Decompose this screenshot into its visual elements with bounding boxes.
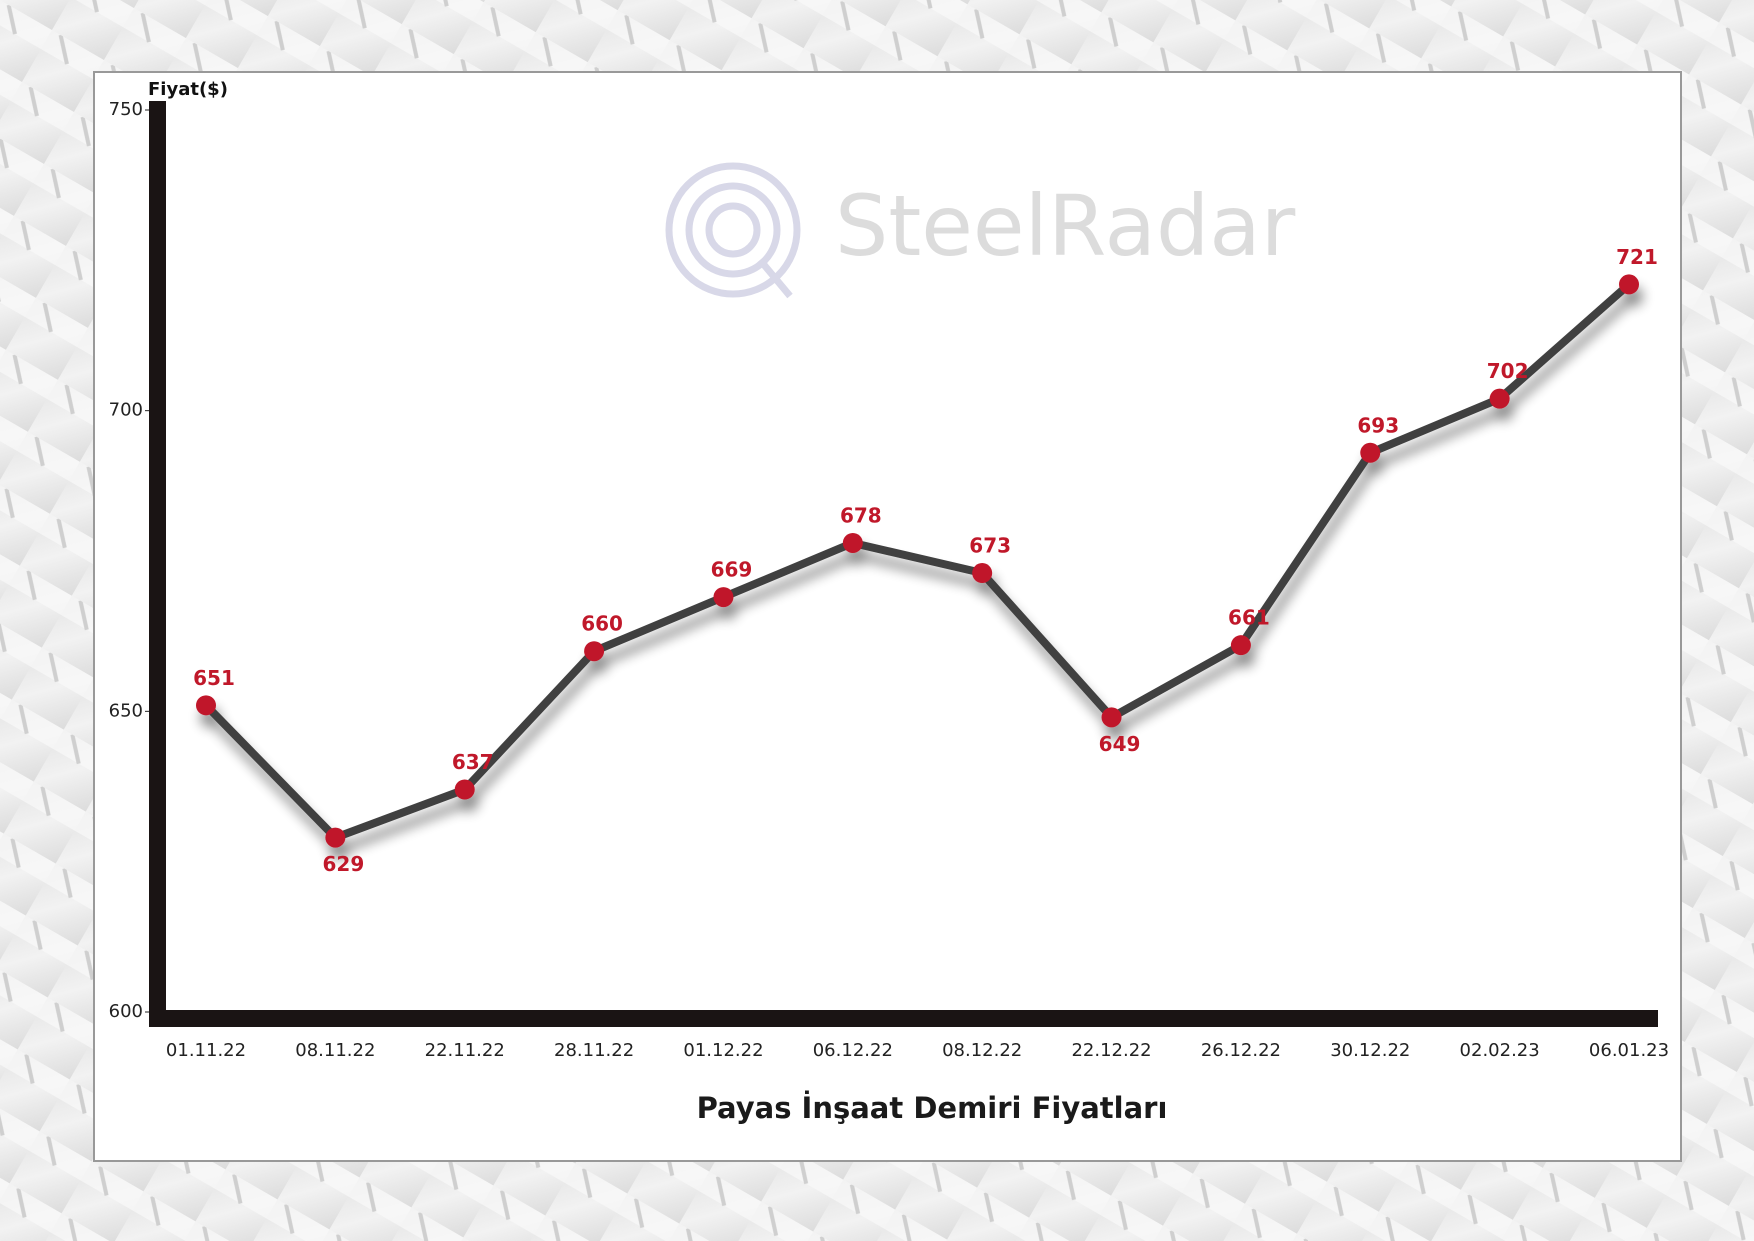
x-tick-label: 28.11.22 [554, 1040, 634, 1061]
y-axis [149, 101, 166, 1027]
point [454, 779, 475, 800]
point [713, 587, 734, 608]
y-tick-label: 700 [109, 400, 143, 421]
data-label: 702 [1487, 359, 1529, 383]
y-tick-label: 750 [109, 99, 143, 120]
x-tick-label: 08.11.22 [295, 1040, 375, 1061]
data-label: 651 [193, 666, 235, 690]
point [584, 641, 605, 662]
data-label: 661 [1228, 606, 1270, 630]
data-label: 649 [1099, 732, 1141, 756]
point [196, 695, 216, 716]
data-label: 693 [1357, 413, 1399, 437]
point [972, 563, 993, 584]
x-axis [149, 1010, 1658, 1027]
data-label: 669 [711, 558, 753, 582]
x-tick-label: 06.12.22 [813, 1040, 893, 1061]
point [1230, 635, 1251, 656]
x-tick-label: 26.12.22 [1201, 1040, 1281, 1061]
x-tick-label: 08.12.22 [942, 1040, 1022, 1061]
data-label: 678 [840, 503, 882, 527]
x-tick-label: 01.11.22 [166, 1040, 246, 1061]
point [1619, 274, 1639, 295]
watermark: SteelRadar [835, 177, 1296, 275]
x-tick-label: 30.12.22 [1330, 1040, 1410, 1061]
y-axis-label: Fiyat($) [148, 79, 228, 100]
data-label: 673 [969, 534, 1011, 558]
data-label: 629 [322, 852, 364, 876]
point [1489, 388, 1510, 409]
point [325, 827, 346, 848]
x-tick-label: 01.12.22 [683, 1040, 763, 1061]
y-tick-label: 600 [109, 1001, 143, 1022]
line [203, 281, 1632, 842]
data-label: 721 [1616, 245, 1658, 269]
point [1360, 442, 1381, 463]
point [1101, 707, 1122, 728]
x-tick-label: 06.01.23 [1589, 1040, 1669, 1061]
x-tick-label: 22.12.22 [1071, 1040, 1151, 1061]
watermark-logo [665, 162, 801, 299]
chart-title: Payas İnşaat Demiri Fiyatları [697, 1091, 1168, 1125]
x-tick-label: 22.11.22 [425, 1040, 505, 1061]
x-tick-label: 02.02.23 [1460, 1040, 1540, 1061]
data-label: 637 [452, 750, 494, 774]
series [196, 274, 1639, 848]
plot-frame [93, 71, 1682, 1162]
point [842, 532, 863, 553]
y-tick-label: 650 [109, 700, 143, 721]
data-label: 660 [581, 612, 623, 636]
